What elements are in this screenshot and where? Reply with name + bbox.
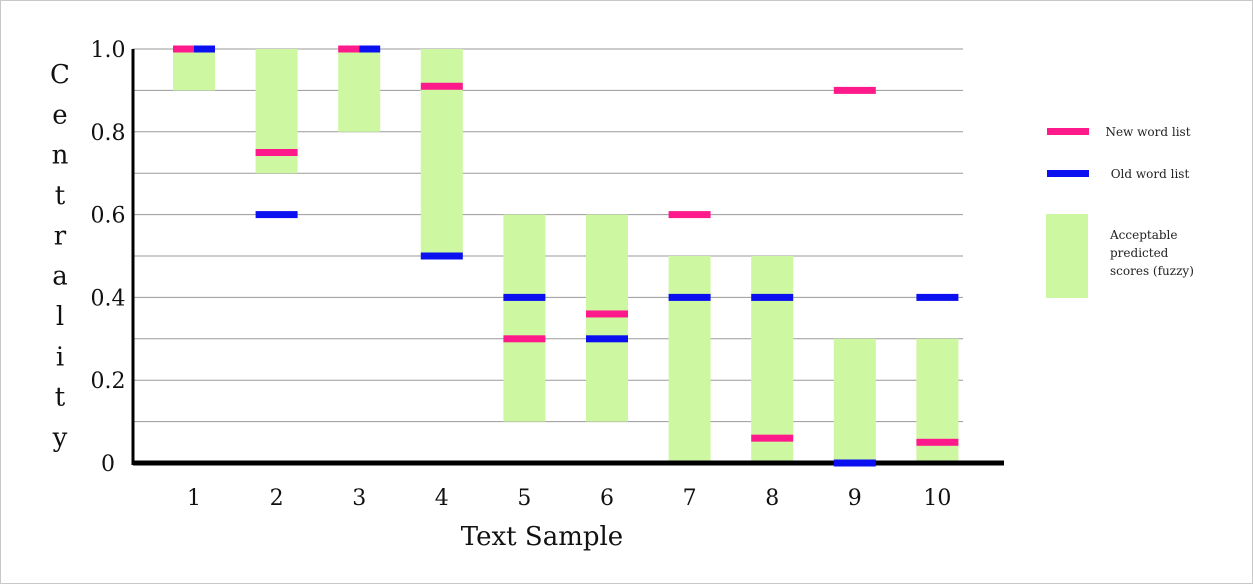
legend-swatch-old-word-list — [1047, 170, 1089, 177]
legend-swatch-acceptable-scores — [1046, 214, 1088, 298]
series-markers — [173, 45, 959, 467]
acceptable-range-bar — [586, 214, 628, 422]
x-tick-label: 9 — [848, 486, 862, 511]
acceptable-range-bar — [751, 256, 794, 463]
acceptable-range-bar — [503, 214, 546, 422]
legend-label-acceptable-scores: predicted — [1110, 246, 1169, 260]
legend-label-acceptable-scores: scores (fuzzy) — [1110, 264, 1194, 278]
y-tick-label: 1.0 — [91, 38, 126, 63]
y-tick-label: 0.4 — [91, 286, 126, 311]
y-axis-title-letter: y — [52, 423, 68, 453]
x-tick-label: 1 — [187, 486, 201, 511]
x-tick-label: 10 — [923, 486, 951, 511]
x-axis-title: Text Sample — [461, 522, 623, 552]
y-axis-title-letter: i — [56, 342, 64, 372]
old-word-list-marker — [916, 293, 959, 301]
new-word-list-marker — [503, 335, 546, 343]
new-word-list-marker — [751, 434, 794, 442]
legend-label-old-word-list: Old word list — [1111, 167, 1190, 181]
new-word-list-marker — [173, 45, 194, 53]
acceptable-range-bar — [173, 49, 215, 91]
old-word-list-marker — [833, 459, 876, 467]
old-word-list-marker — [359, 45, 381, 53]
new-word-list-marker — [833, 86, 876, 94]
old-word-list-marker — [668, 293, 711, 301]
old-word-list-marker — [751, 293, 794, 301]
x-tick-label: 3 — [352, 486, 366, 511]
legend: New word list Old word list Acceptable pred… — [1046, 125, 1194, 298]
x-tick-label: 2 — [270, 486, 284, 511]
y-tick-label: 0.6 — [91, 204, 126, 229]
new-word-list-marker — [916, 438, 959, 446]
y-tick-label: 0.8 — [91, 121, 126, 146]
y-axis-title-letter: a — [52, 262, 68, 292]
y-tick-label: 0.2 — [91, 369, 126, 394]
y-tick-labels: 0 0.2 0.4 0.6 0.8 1.0 — [91, 38, 126, 477]
x-tick-label: 4 — [435, 486, 449, 511]
old-word-list-marker — [503, 293, 546, 301]
legend-label-acceptable-scores: Acceptable — [1109, 228, 1178, 242]
y-axis-title-letter: e — [52, 100, 67, 130]
y-axis-title-letter: C — [50, 60, 70, 90]
y-tick-label: 0 — [101, 452, 115, 477]
acceptable-range-bar — [420, 49, 463, 256]
legend-label-new-word-list: New word list — [1105, 125, 1190, 139]
x-tick-label: 8 — [765, 486, 779, 511]
y-axis-title-letter: r — [54, 221, 67, 251]
x-tick-label: 5 — [517, 486, 531, 511]
x-tick-label: 6 — [600, 486, 614, 511]
acceptable-range-bar — [833, 338, 876, 463]
y-axis-title-letter: l — [56, 302, 64, 332]
legend-swatch-new-word-list — [1047, 128, 1089, 135]
new-word-list-marker — [338, 45, 360, 53]
y-axis-title-letter: t — [55, 181, 66, 211]
new-word-list-marker — [255, 149, 298, 156]
old-word-list-marker — [194, 45, 215, 53]
acceptable-range-bar — [338, 49, 381, 132]
acceptable-range-bar — [668, 256, 711, 463]
new-word-list-marker — [420, 82, 463, 90]
new-word-list-marker — [586, 310, 628, 318]
old-word-list-marker — [255, 211, 298, 219]
x-tick-labels: 1 2 3 4 5 6 7 8 9 10 — [187, 486, 951, 511]
old-word-list-marker — [586, 335, 628, 343]
y-axis-title-letter: t — [55, 383, 66, 413]
old-word-list-marker — [420, 252, 463, 260]
x-tick-label: 7 — [683, 486, 697, 511]
y-axis-title-letter: n — [52, 141, 69, 171]
new-word-list-marker — [668, 211, 711, 219]
